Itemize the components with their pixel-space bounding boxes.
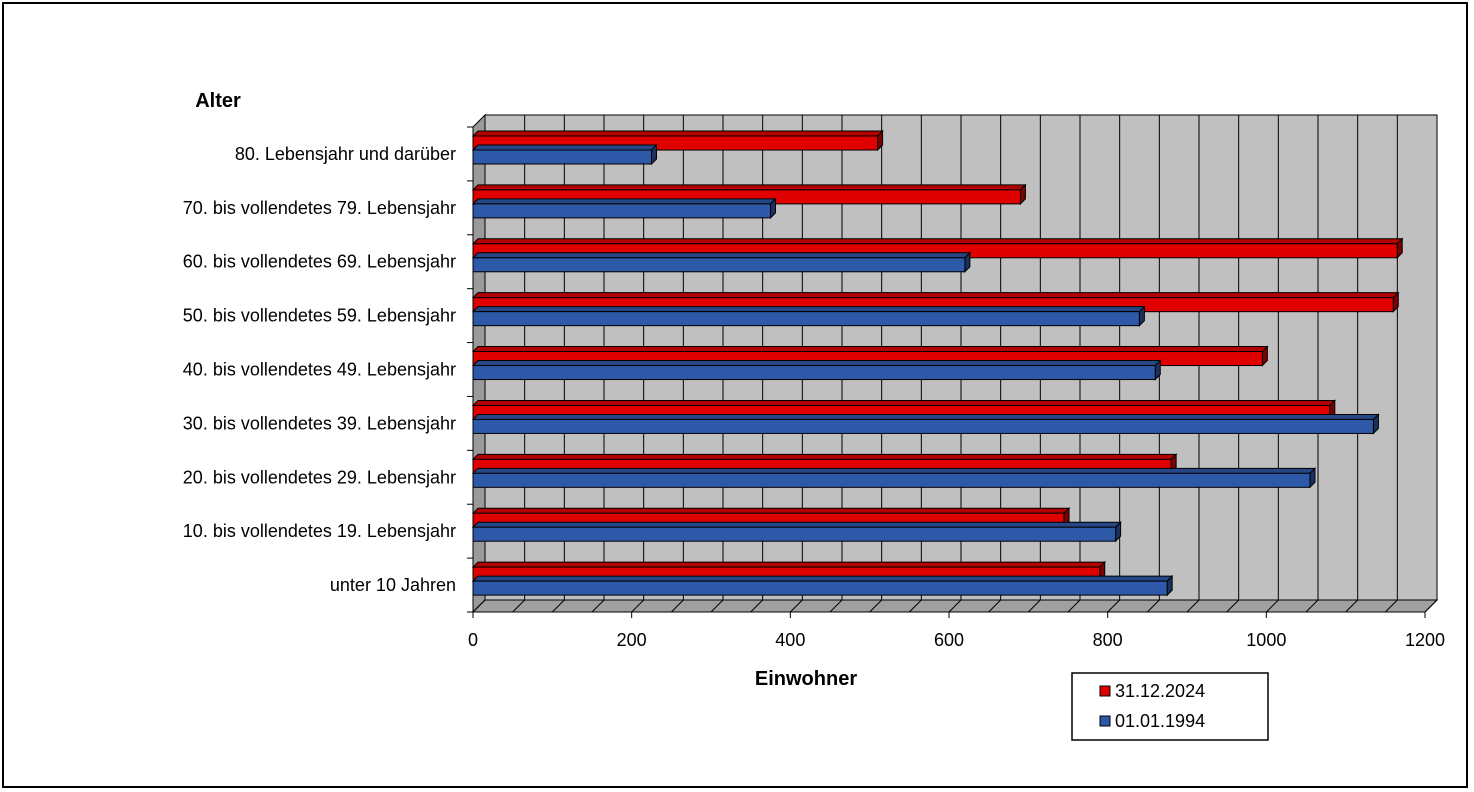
bar-01.01.1994 [471,197,777,220]
legend-label: 31.12.2024 [1115,681,1205,701]
floor-gridline [1067,599,1081,613]
floor-gridline [551,599,565,613]
bar-01.01.1994 [471,467,1317,489]
category-label: 20. bis vollendetes 29. Lebensjahr [183,467,456,487]
bar-top-face [471,399,1337,406]
bar-top-face [471,198,777,205]
floor-gridline [750,599,764,613]
floor-gridline [1027,599,1041,613]
bar-front-face [472,149,652,165]
bar-front-face [472,472,1311,488]
floor-gridline [1186,599,1200,613]
bar-01.01.1994 [471,413,1380,435]
floor-gridline [948,599,962,613]
floor-gridline [1345,599,1359,613]
bar-front-face [472,203,771,219]
floor-gridline [1146,599,1160,613]
legend-box [1071,672,1269,741]
x-tick-label: 800 [1093,630,1123,650]
bar-front-face [472,526,1117,542]
bar-front-face [472,257,966,273]
category-label: unter 10 Jahren [330,575,456,595]
bar-01.01.1994 [471,251,972,273]
x-tick-label: 0 [468,630,478,650]
bar-top-face [471,507,1071,514]
floor-gridline [1305,599,1319,613]
floor-gridline [829,599,843,613]
category-label: 60. bis vollendetes 69. Lebensjahr [183,252,456,272]
bar-top-face [471,413,1380,420]
bar-front-face [472,311,1140,327]
bar-top-face [471,575,1174,582]
floor-gridline [869,599,883,613]
legend-label: 01.01.1994 [1115,711,1205,731]
category-labels: 80. Lebensjahr und darüber 70. bis vollen… [183,144,456,595]
floor-gridline [591,599,605,613]
category-label: 30. bis vollendetes 39. Lebensjahr [183,413,456,433]
x-tick-label: 200 [617,630,647,650]
x-tick-label: 600 [934,630,964,650]
bar-top-face [471,252,972,259]
floor-gridline [1226,599,1240,613]
category-label: 50. bis vollendetes 59. Lebensjahr [183,306,456,326]
bar-front-face [472,580,1168,596]
x-tick-labels: 0 200 400 600 800 1000 1200 [468,630,1445,650]
bar-top-face [471,453,1178,460]
category-label: 40. bis vollendetes 49. Lebensjahr [183,360,456,380]
category-label: 80. Lebensjahr und darüber [235,144,456,164]
bar-front-face [472,418,1374,434]
x-tick-label: 1200 [1405,630,1445,650]
bar-top-face [471,467,1317,474]
floor-gridline [670,599,684,613]
floor-gridline [512,599,526,613]
legend-swatch [1099,685,1111,697]
bar-top-face [471,130,884,137]
floor-gridline [631,599,645,613]
x-axis-title: Einwohner [755,668,857,690]
floor-gridline [1265,599,1279,613]
bar-top-face [471,346,1269,353]
floor-gridline [1424,599,1438,613]
bar-top-face [471,521,1122,528]
category-label: 70. bis vollendetes 79. Lebensjahr [183,198,456,218]
category-label: 10. bis vollendetes 19. Lebensjahr [183,521,456,541]
axes [467,126,1426,618]
bar-01.01.1994 [471,143,658,166]
floor-gridline [988,599,1002,613]
floor-gridline [908,599,922,613]
bar-top-face [471,292,1400,299]
floor-gridline [789,599,803,613]
bar-01.01.1994 [471,574,1174,597]
bar-01.01.1994 [471,359,1162,381]
legend: 31.12.2024 01.01.1994 [1071,672,1269,741]
legend-swatch [1099,715,1111,727]
x-tick-label: 1000 [1246,630,1286,650]
bar-front-face [472,365,1156,381]
floor-gridline [1107,599,1121,613]
bar-top-face [471,360,1162,367]
bar-top-face [471,238,1404,245]
bar-01.01.1994 [471,521,1122,543]
bar-top-face [471,144,658,151]
y-axis-title: Alter [195,90,241,112]
x-tick-label: 400 [775,630,805,650]
bar-top-face [471,306,1146,313]
floor-gridline [710,599,724,613]
bar-top-face [471,561,1106,568]
bar-top-face [471,184,1027,191]
bar-01.01.1994 [471,305,1146,327]
floor-gridline [472,599,486,613]
floor-gridline [1384,599,1398,613]
